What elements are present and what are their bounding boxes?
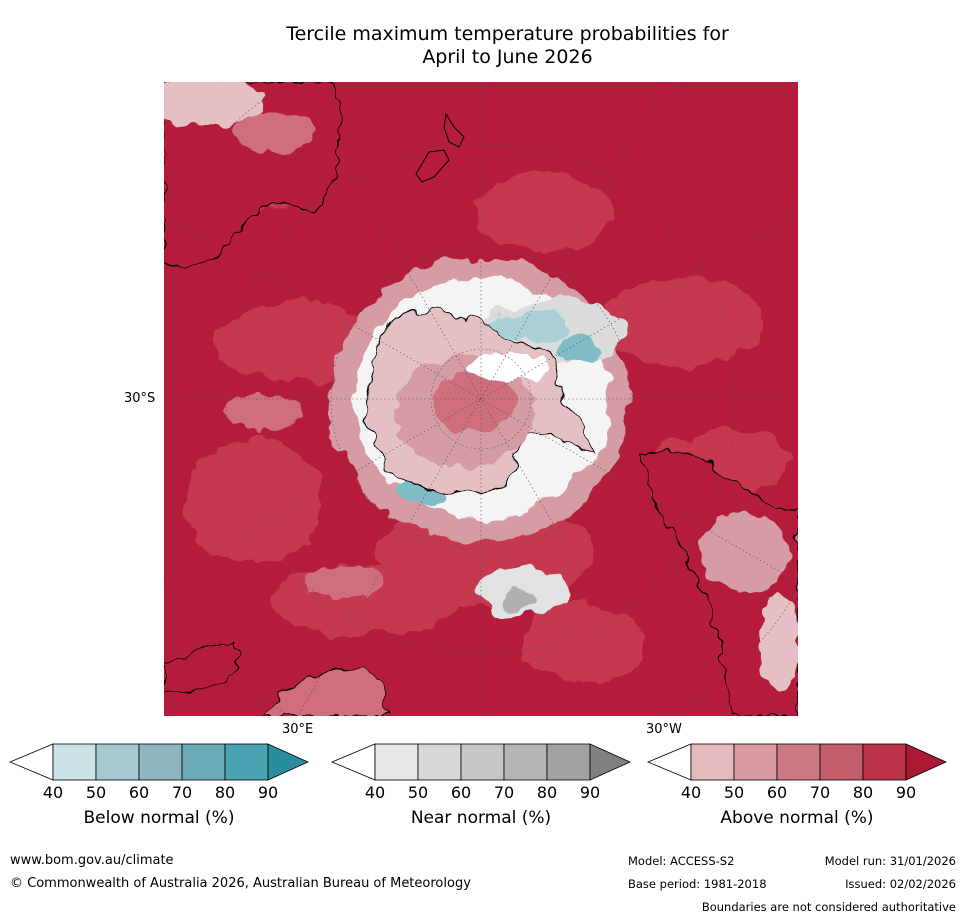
tick-label: 80 — [214, 783, 236, 802]
map-title-line2: April to June 2026 — [422, 46, 593, 68]
colorbar-max-extension — [589, 743, 631, 781]
tick-label: 70 — [171, 783, 193, 802]
antarctica — [365, 310, 595, 495]
probability-map — [164, 82, 798, 716]
colorbar-segment — [862, 743, 907, 781]
colorbar-max-extension — [267, 743, 309, 781]
colorbar-segment — [690, 743, 735, 781]
colorbar-segment — [417, 743, 462, 781]
tick-label: 80 — [536, 783, 558, 802]
colorbar-segment — [819, 743, 864, 781]
colorbar-segment — [776, 743, 821, 781]
tick-label: 70 — [493, 783, 515, 802]
near-normal-colorbar — [331, 743, 631, 781]
tick-label: 80 — [852, 783, 874, 802]
lon-label-30e: 30°E — [282, 722, 314, 737]
model-run-date: Model run: 31/01/2026 — [824, 854, 956, 868]
colorbar-min-extension — [9, 743, 54, 781]
boundary-disclaimer: Boundaries are not considered authoritat… — [701, 900, 956, 914]
colorbar-segment — [733, 743, 778, 781]
below-normal-colorbar — [9, 743, 309, 781]
below-normal-title: Below normal (%) — [83, 808, 235, 828]
website-link[interactable]: www.bom.gov.au/climate — [10, 853, 174, 868]
lat-label-30s: 30°S — [124, 391, 156, 406]
africa — [164, 641, 390, 716]
tick-label: 90 — [579, 783, 601, 802]
colorbar-segment — [52, 743, 97, 781]
new-zealand — [415, 112, 465, 183]
colorbar-segment — [374, 743, 419, 781]
australia — [164, 82, 343, 268]
copyright-text: © Commonwealth of Australia 2026, Austra… — [10, 876, 471, 891]
above-normal-colorbar — [647, 743, 947, 781]
tick-label: 90 — [257, 783, 279, 802]
colorbar-segment — [460, 743, 505, 781]
map-title-line1: Tercile maximum temperature probabilitie… — [286, 23, 729, 45]
tick-label: 40 — [680, 783, 702, 802]
tick-label: 50 — [407, 783, 429, 802]
base-period: Base period: 1981-2018 — [628, 877, 767, 891]
tick-label: 60 — [128, 783, 150, 802]
tick-label: 90 — [895, 783, 917, 802]
tick-label: 40 — [364, 783, 386, 802]
issued-date: Issued: 02/02/2026 — [845, 877, 956, 891]
tick-label: 70 — [809, 783, 831, 802]
ocean-80-patches — [164, 107, 794, 682]
south-america — [639, 449, 798, 716]
colorbar-min-extension — [647, 743, 692, 781]
colorbar-min-extension — [331, 743, 376, 781]
tick-label: 40 — [42, 783, 64, 802]
colorbar-segment — [546, 743, 591, 781]
colorbar-segment — [95, 743, 140, 781]
model-name: Model: ACCESS-S2 — [628, 854, 735, 868]
graticule — [164, 82, 798, 716]
tick-label: 50 — [723, 783, 745, 802]
tick-label: 60 — [766, 783, 788, 802]
colorbar-segment — [181, 743, 226, 781]
tick-label: 50 — [85, 783, 107, 802]
tick-label: 60 — [450, 783, 472, 802]
colorbar-segment — [224, 743, 269, 781]
colorbar-segment — [503, 743, 548, 781]
colorbar-segment — [138, 743, 183, 781]
above-normal-title: Above normal (%) — [720, 808, 874, 828]
colorbar-max-extension — [905, 743, 947, 781]
near-normal-title: Near normal (%) — [410, 808, 552, 828]
lon-label-30w: 30°W — [646, 722, 682, 737]
